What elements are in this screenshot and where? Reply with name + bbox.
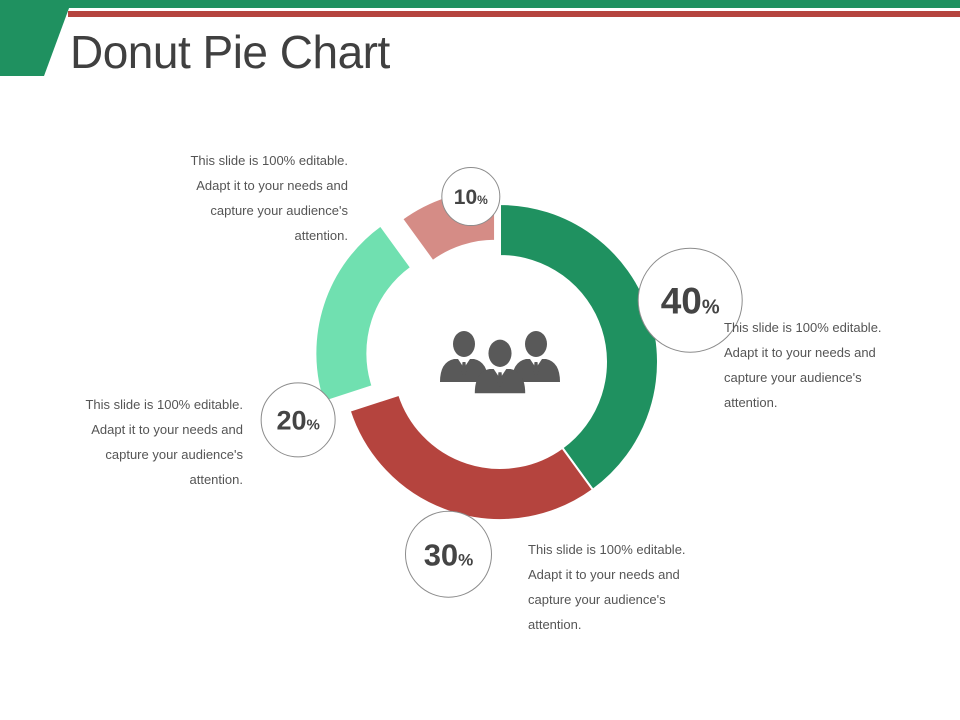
badge-label-40: 40% <box>661 281 720 322</box>
corner-polygon <box>0 0 72 76</box>
callout-text-10: This slide is 100% editable. Adapt it to… <box>190 153 348 243</box>
value-badges: 40% 30% 20% 10% <box>260 167 743 598</box>
badge-circle <box>260 382 336 458</box>
badge-label-20: 20% <box>276 406 319 436</box>
badge-label-10: 10% <box>454 186 488 209</box>
donut-slice-20 <box>314 224 413 404</box>
donut-slice-40 <box>499 202 659 492</box>
value-badge-30: 30% <box>404 510 492 598</box>
callout-text-20: This slide is 100% editable. Adapt it to… <box>85 397 243 487</box>
value-badge-10: 10% <box>441 167 501 227</box>
badge-label-30: 30% <box>424 537 474 572</box>
callout-text-30: This slide is 100% editable. Adapt it to… <box>528 542 686 632</box>
badge-circle <box>637 247 743 353</box>
donut-slice-30 <box>348 393 595 521</box>
header-bar-green <box>0 0 960 8</box>
callout-text-40: This slide is 100% editable. Adapt it to… <box>724 320 882 410</box>
header-corner-shape <box>0 0 72 76</box>
badge-circle <box>404 510 492 598</box>
page-title: Donut Pie Chart <box>70 26 390 78</box>
header-bar-red <box>68 11 960 17</box>
donut-slices <box>314 187 659 521</box>
value-badge-40: 40% <box>637 247 743 353</box>
badge-circle <box>441 167 501 227</box>
value-badge-20: 20% <box>260 382 336 458</box>
business-team-icon <box>440 331 560 394</box>
